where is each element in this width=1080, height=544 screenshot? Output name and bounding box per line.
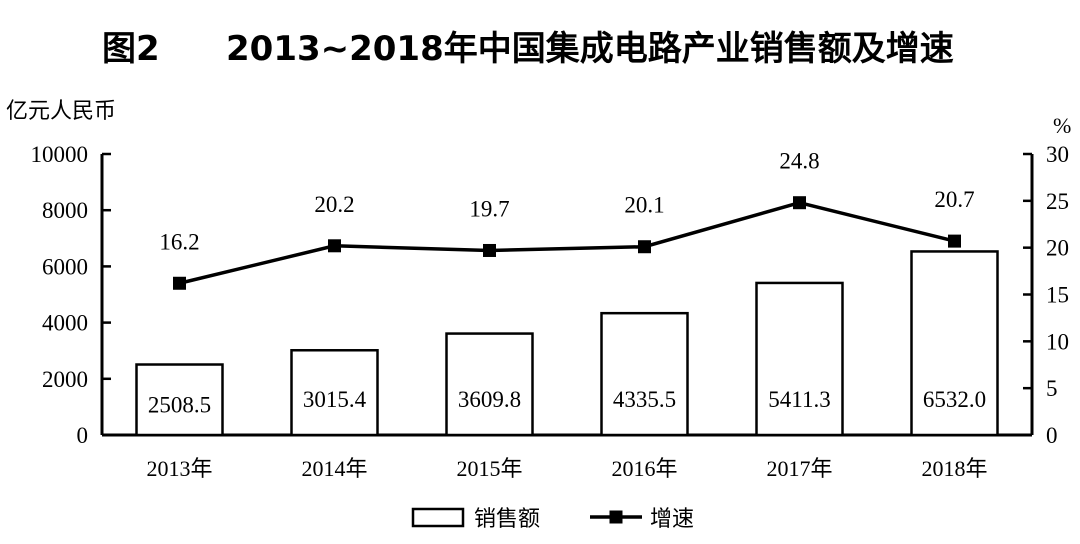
legend-line-marker: [609, 510, 623, 524]
growth-point-2014年: [328, 239, 341, 253]
bar-data-label: 2508.5: [148, 393, 211, 418]
growth-point-2015年: [483, 243, 496, 257]
x-tick-label: 2015年: [456, 456, 522, 481]
bar-2017年: [755, 281, 844, 437]
growth-point-2017年: [793, 196, 806, 210]
right-tick-label: 20: [1046, 236, 1069, 261]
legend-bar-label: 销售额: [474, 507, 540, 532]
growth-data-label: 24.8: [779, 149, 819, 174]
right-tick-label: 30: [1046, 142, 1069, 167]
bar-data-label: 3609.8: [458, 387, 521, 412]
x-tick-label: 2017年: [766, 456, 832, 481]
growth-data-label: 20.1: [624, 193, 664, 218]
right-axis-label: %: [1053, 113, 1071, 138]
growth-line: [179, 200, 955, 285]
growth-data-label: 20.2: [314, 192, 354, 217]
x-tick-label: 2013年: [146, 456, 212, 481]
growth-data-label: 16.2: [159, 229, 199, 254]
left-tick-label: 4000: [42, 311, 88, 336]
left-tick-label: 6000: [42, 254, 88, 279]
bar-2016年: [600, 311, 689, 437]
right-tick-label: 5: [1046, 376, 1058, 401]
bar-data-label: 3015.4: [303, 387, 367, 412]
growth-data-label: 19.7: [469, 196, 509, 221]
right-tick-label: 25: [1046, 189, 1069, 214]
left-tick-label: 8000: [42, 198, 88, 223]
left-tick-label: 10000: [31, 142, 89, 167]
left-tick-label: 2000: [42, 367, 88, 392]
growth-data-label: 20.7: [934, 187, 974, 212]
left-axis-label: 亿元人民币: [6, 99, 116, 124]
x-tick-label: 2016年: [611, 456, 677, 481]
growth-point-2018年: [948, 234, 961, 248]
x-tick-label: 2014年: [301, 456, 367, 481]
bar-2013年: [135, 363, 224, 437]
right-tick-label: 15: [1046, 283, 1069, 308]
x-tick-label: 2018年: [921, 456, 987, 481]
legend-line-label: 增速: [650, 507, 694, 532]
legend-bar-swatch: [411, 507, 465, 528]
growth-point-2013年: [173, 276, 186, 290]
chart-title-prefix: 图2: [102, 29, 160, 69]
growth-point-2016年: [638, 240, 651, 254]
bar-data-label: 4335.5: [613, 387, 676, 412]
bar-2018年: [910, 250, 999, 437]
bar-data-label: 6532.0: [923, 387, 986, 412]
chart-title: 2013~2018年中国集成电路产业销售额及增速: [226, 29, 954, 69]
bar-2015年: [445, 332, 534, 437]
bar-2014年: [290, 349, 379, 437]
right-tick-label: 0: [1046, 423, 1058, 448]
right-tick-label: 10: [1046, 329, 1069, 354]
bar-data-label: 5411.3: [768, 387, 830, 412]
left-tick-label: 0: [77, 423, 89, 448]
